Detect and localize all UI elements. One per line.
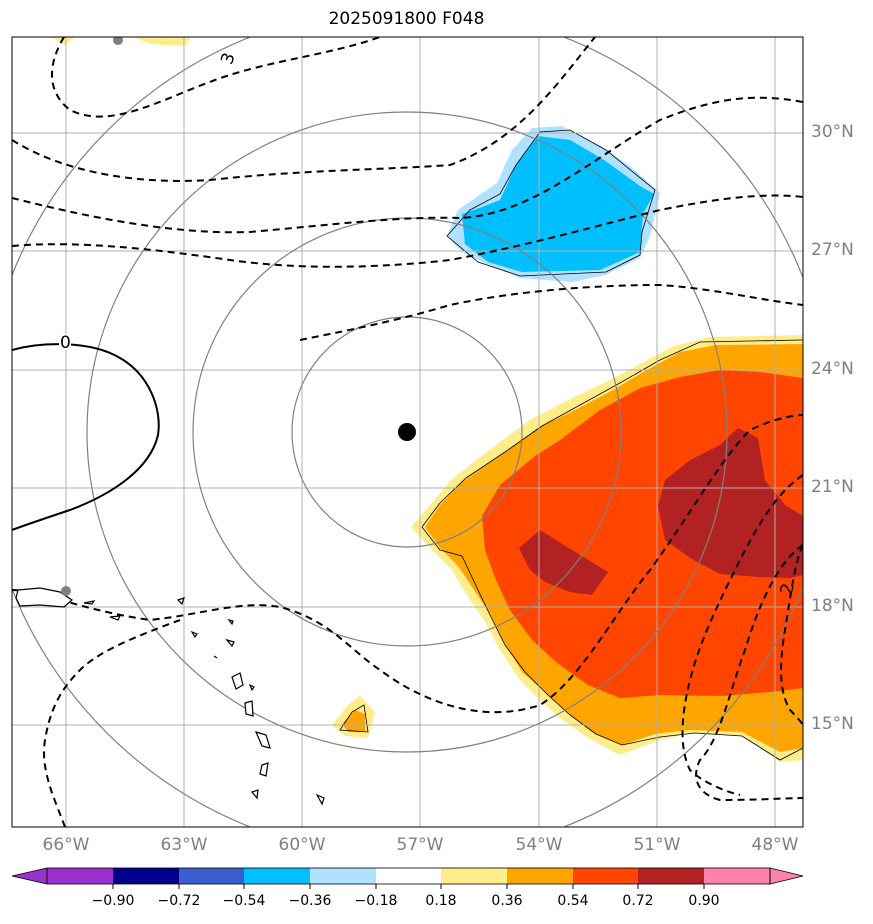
- colorbar-tick-label: −0.54: [222, 893, 266, 909]
- pos-field-outline: [339, 704, 369, 733]
- colorbar-tick-label: 0.72: [622, 893, 654, 909]
- storm-center-marker: [398, 423, 416, 441]
- neg-anomaly-core: [462, 136, 654, 272]
- contour-label-2: 2: [777, 581, 799, 597]
- zero-contour: [12, 343, 160, 531]
- pos-anomaly-top-fragment: [133, 37, 190, 46]
- colorbar-tick-label: −0.90: [91, 893, 135, 909]
- pos-anomaly-max-west: [519, 530, 608, 595]
- contour-label-bg: [223, 50, 235, 72]
- pos-field-outline: [421, 339, 803, 528]
- lat-label: 15°N: [811, 714, 854, 734]
- lon-label: 60°W: [278, 835, 326, 855]
- colorbar-tick-label: −0.72: [157, 893, 201, 909]
- lon-label: 57°W: [396, 835, 444, 855]
- coastlines: [15, 587, 325, 806]
- contour-label-bg: [59, 334, 71, 350]
- lon-label: 54°W: [515, 835, 563, 855]
- colorbar-extend-max: [769, 867, 804, 885]
- colorbar-extend-min: [11, 867, 48, 885]
- colorbar-tick-label: 0.90: [688, 893, 720, 909]
- lon-label: 48°W: [751, 835, 799, 855]
- colorbar-tick-label: 0.18: [425, 893, 457, 909]
- lat-label: 24°N: [811, 359, 854, 379]
- pos-anomaly-max-east: [658, 428, 803, 578]
- colorbar-tick-label: −0.18: [354, 893, 398, 909]
- lat-label: 30°N: [811, 122, 854, 142]
- lat-label: 27°N: [811, 240, 854, 260]
- colorbar-tick-label: 0.36: [491, 893, 523, 909]
- station-marker: [61, 586, 71, 596]
- colorbar-tick-label: −0.36: [288, 893, 332, 909]
- neg-field-outline: [446, 129, 656, 277]
- dashed-contours: [12, 37, 803, 827]
- lon-label: 63°W: [160, 835, 208, 855]
- colorbar-tick-label: 0.54: [557, 893, 589, 909]
- lat-label: 21°N: [811, 477, 854, 497]
- map-frame: [11, 36, 804, 828]
- colorbar: [11, 867, 804, 889]
- station-marker: [113, 37, 123, 45]
- lon-label: 51°W: [633, 835, 681, 855]
- map-title: 2025091800 F048: [328, 9, 485, 29]
- lon-label: 66°W: [42, 835, 90, 855]
- contour-label-0: 0: [60, 333, 71, 353]
- pos-field-outline: [421, 526, 803, 761]
- pos-anomaly-small-mid: [342, 710, 365, 732]
- graticule: [12, 37, 803, 827]
- lat-label: 18°N: [811, 596, 854, 616]
